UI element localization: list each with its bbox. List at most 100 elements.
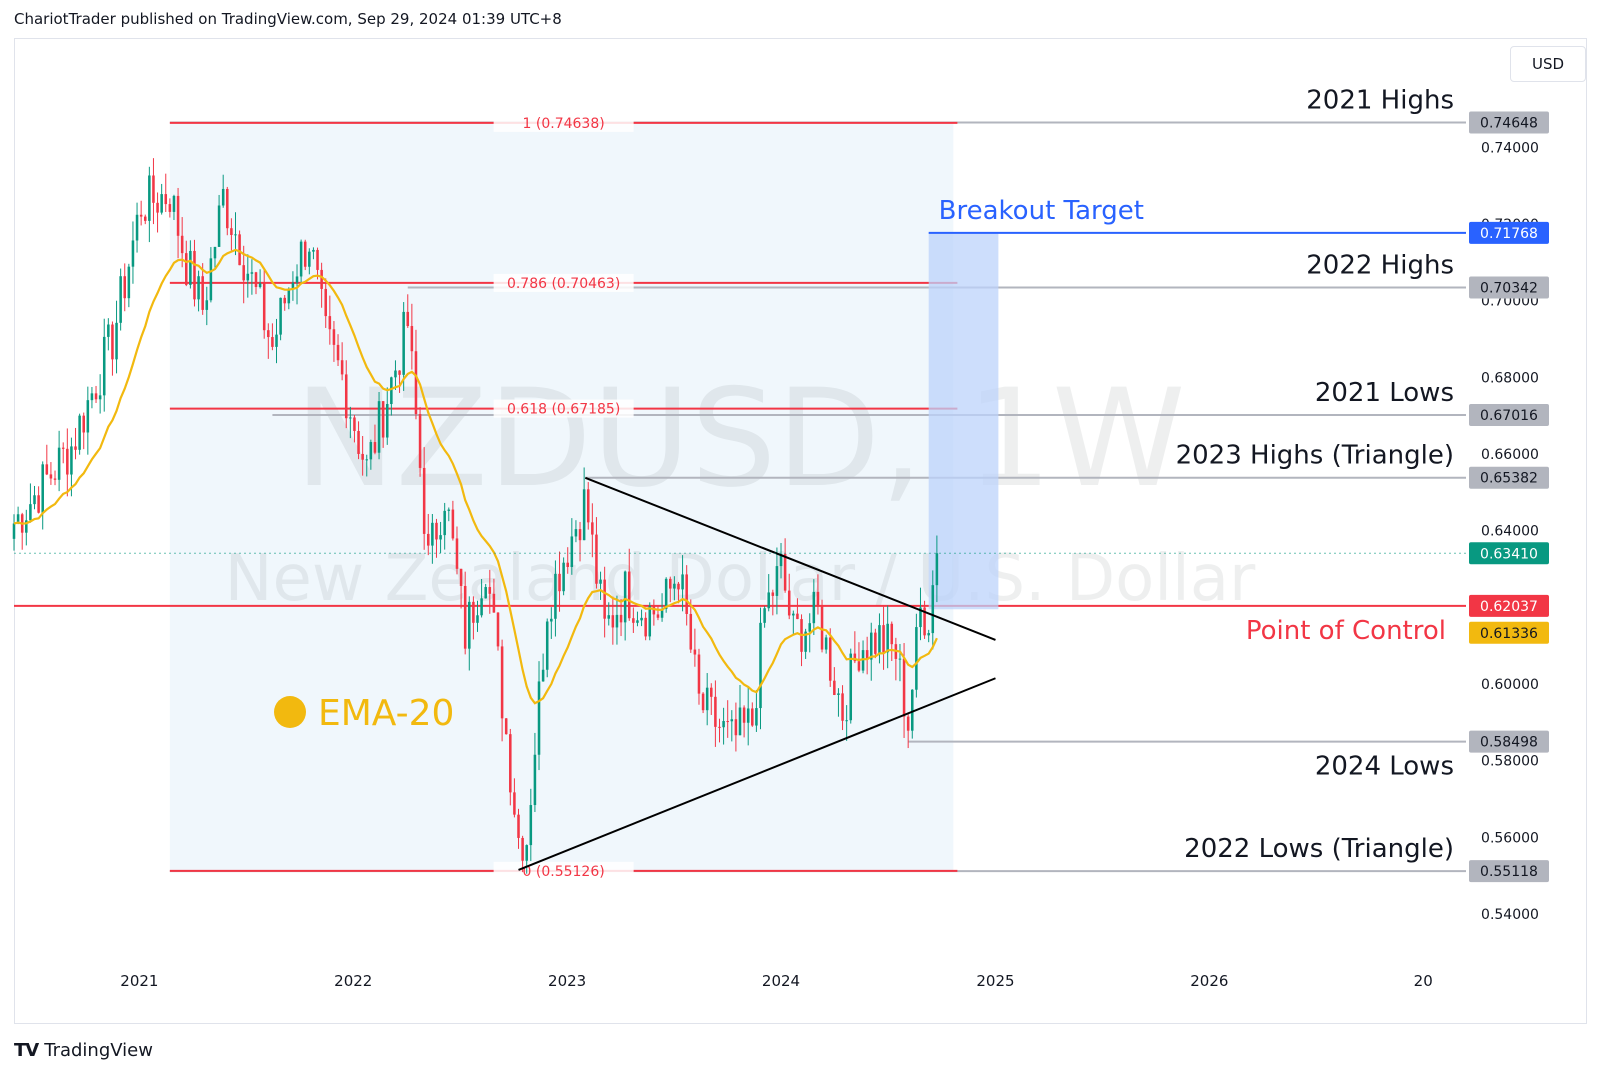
candle-body <box>90 393 94 401</box>
candle-body <box>820 606 824 650</box>
breakout-target[interactable]: Breakout Target <box>928 196 1466 610</box>
candle-body <box>845 720 848 722</box>
candle-body <box>902 658 906 717</box>
candle-body <box>513 792 516 815</box>
candle-body <box>365 459 369 461</box>
candle-body <box>455 538 459 569</box>
time-axis[interactable]: 2021 2022 2023 2024 2025 2026 20 <box>120 972 1432 990</box>
candle-body <box>246 273 250 281</box>
candle-body <box>837 693 840 695</box>
candle-body <box>41 464 44 513</box>
candle-body <box>525 845 528 861</box>
candle-body <box>910 689 914 731</box>
candle-body <box>66 448 69 475</box>
level-label: 2022 Lows (Triangle) <box>1184 834 1454 864</box>
candle-body <box>771 592 775 596</box>
currency-button[interactable]: USD <box>1510 46 1586 82</box>
candle-body <box>915 627 918 690</box>
fib-label-bg <box>493 273 634 292</box>
price-label-ema: 0.61336 <box>1480 626 1538 642</box>
candle-body <box>500 646 504 719</box>
candle-body <box>385 404 389 438</box>
fib-retracement[interactable]: 1 (0.74638) 0.786 (0.70463) 0.618 (0.67185… <box>169 113 958 880</box>
candle-body <box>33 495 36 505</box>
candle-body <box>78 415 81 450</box>
candle-body <box>591 522 594 535</box>
candle-body <box>312 249 315 252</box>
candle-body <box>49 474 53 479</box>
candle-body <box>627 571 631 619</box>
candle-body <box>16 514 20 524</box>
triangle-lower-line <box>518 677 996 871</box>
candle-body <box>566 562 570 567</box>
triangle-trendlines[interactable] <box>518 476 996 871</box>
candle-body <box>459 568 463 586</box>
candle-body <box>685 574 688 614</box>
candle-body <box>603 579 606 619</box>
price-label-box <box>1469 404 1549 427</box>
fib-label-bg <box>493 399 634 418</box>
candle-body <box>611 615 615 628</box>
candle-body <box>841 693 844 721</box>
candle-body <box>726 721 729 723</box>
candle-body <box>435 522 438 540</box>
candle-body <box>693 649 697 655</box>
candle-body <box>193 250 196 300</box>
candle-body <box>431 522 434 546</box>
candle-body <box>119 276 122 323</box>
candle-body <box>865 650 869 660</box>
candle-body <box>582 489 586 541</box>
watermark-description: New Zealand Dollar / U.S. Dollar <box>225 542 1256 616</box>
candle-body <box>545 621 549 670</box>
candle-body <box>332 329 336 345</box>
candle-body <box>648 605 652 637</box>
candle-body <box>127 266 131 299</box>
candle-body <box>139 214 143 217</box>
candle-body <box>751 708 754 726</box>
candle-body <box>882 625 885 653</box>
candle-body <box>533 754 537 806</box>
candle-body <box>779 553 783 567</box>
candle-body <box>816 591 820 607</box>
level-label: 2023 Highs (Triangle) <box>1176 441 1454 471</box>
candle-body <box>176 195 180 236</box>
breakout-target-label: Breakout Target <box>939 196 1144 226</box>
candle-body <box>271 337 274 347</box>
price-label-level: 0.74648 <box>1480 115 1538 131</box>
price-label-box <box>1469 621 1549 644</box>
point-of-control-label: Point of Control <box>1246 616 1446 646</box>
candle-body <box>262 283 266 331</box>
candle-body <box>558 573 561 592</box>
candle-body <box>468 601 471 649</box>
price-label-last: 0.63410 <box>1480 546 1538 562</box>
candle-body <box>849 653 853 721</box>
candle-body <box>102 336 106 396</box>
candle-body <box>316 249 319 270</box>
fib-level-label: 0.786 (0.70463) <box>507 276 620 292</box>
candle-body <box>861 650 865 671</box>
candle-body <box>763 608 766 623</box>
candle-body <box>673 583 676 589</box>
candle-body <box>853 653 857 662</box>
candle-body <box>451 509 455 539</box>
candle-body <box>131 240 135 267</box>
annotations: EMA-20 <box>274 693 454 734</box>
candle-body <box>45 464 49 475</box>
candle-body <box>184 253 188 285</box>
candle-body <box>299 241 303 277</box>
candle-body <box>406 311 410 327</box>
candle-body <box>320 269 323 289</box>
price-axis[interactable]: 0.540000.560000.580000.600000.620000.640… <box>1481 140 1539 923</box>
candle-body <box>152 175 155 203</box>
candle-body <box>697 654 701 694</box>
candle-body <box>213 246 217 259</box>
candle-body <box>230 228 233 235</box>
candle-body <box>640 617 643 621</box>
candle-body <box>550 618 553 622</box>
price-label-level: 0.70342 <box>1480 281 1538 297</box>
candle-body <box>759 622 762 709</box>
candle-body <box>180 235 184 254</box>
candle-body <box>480 598 483 616</box>
candle-body <box>792 613 795 616</box>
